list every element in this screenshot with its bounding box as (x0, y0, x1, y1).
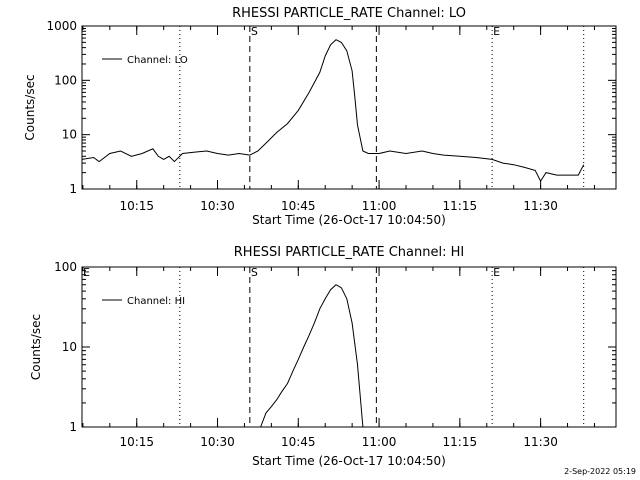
legend-entry: Channel: HI (127, 296, 185, 307)
x-tick-label: 11:30 (523, 199, 558, 213)
x-tick-label: 10:15 (119, 435, 154, 449)
x-axis-label: Start Time (26-Oct-17 10:04:50) (252, 454, 446, 468)
chart-panel-lo: RHESSI PARTICLE_RATE Channel: LO 1 10 100 10… (23, 6, 617, 227)
y-tick-label: 10 (62, 340, 77, 354)
legend-entry: Channel: LO (127, 55, 188, 66)
y-tick-label: 100 (54, 260, 77, 274)
y-axis-label: Counts/sec (29, 314, 43, 380)
chart-title: RHESSI PARTICLE_RATE Channel: LO (232, 6, 466, 21)
marker-label: E (493, 25, 500, 38)
marker-label: E (493, 266, 500, 279)
x-tick-label: 10:30 (200, 199, 235, 213)
x-tick-label: 11:15 (443, 435, 478, 449)
x-tick-label: 10:45 (281, 435, 316, 449)
x-tick-label: 10:15 (119, 199, 154, 213)
y-tick-label: 10 (62, 128, 77, 142)
chart-title: RHESSI PARTICLE_RATE Channel: HI (234, 245, 464, 260)
x-tick-label: 11:15 (443, 199, 478, 213)
y-axis-label: Counts/sec (23, 74, 37, 140)
data-series-line (81, 39, 585, 183)
footer-timestamp: 2-Sep-2022 05:19 (564, 467, 636, 476)
y-tick-label: 1 (69, 182, 77, 196)
marker-label: S (251, 266, 258, 279)
marker-label: E (83, 266, 90, 279)
y-tick-label: 1000 (46, 19, 77, 33)
chart-panel-hi: RHESSI PARTICLE_RATE Channel: HI 1 10 100 10… (29, 245, 617, 468)
x-tick-label: 10:45 (281, 199, 316, 213)
data-series-line (260, 284, 364, 428)
marker-label: S (251, 25, 258, 38)
plot-frame (81, 266, 617, 428)
x-axis-label: Start Time (26-Oct-17 10:04:50) (252, 213, 446, 227)
x-tick-label: 11:00 (362, 199, 397, 213)
x-tick-label: 11:30 (523, 435, 558, 449)
x-tick-label: 10:30 (200, 435, 235, 449)
plot-frame (81, 25, 617, 190)
x-tick-label: 11:00 (362, 435, 397, 449)
y-tick-label: 1 (69, 420, 77, 434)
y-tick-label: 100 (54, 73, 77, 87)
